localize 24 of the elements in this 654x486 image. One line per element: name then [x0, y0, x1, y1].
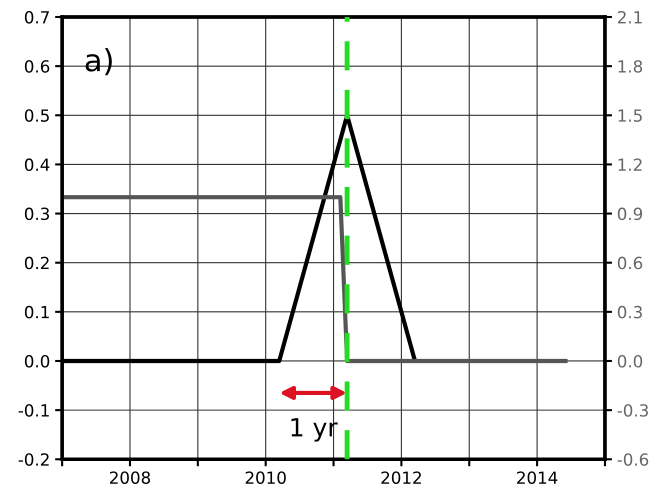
x-tick-label: 2008 [110, 471, 150, 484]
x-tick-label: 2014 [517, 471, 558, 484]
y2-tick-label: 0.9 [618, 208, 642, 220]
y-tick-label: 0.7 [24, 10, 49, 24]
x-tick-label: 2012 [381, 471, 421, 484]
y2-tick-label: -0.6 [618, 453, 648, 466]
y-tick-label: -0.1 [18, 404, 49, 417]
y-tick-label: 0.4 [24, 158, 50, 171]
y2-tick-label: 1.8 [618, 60, 642, 73]
y-tick-label: -0.2 [18, 453, 49, 466]
y-tick-label: 0.3 [24, 208, 49, 220]
y2-tick-label: 0.3 [618, 306, 642, 318]
y-tick-label: 0.0 [24, 354, 50, 368]
y2-tick-label: 2.1 [618, 10, 642, 24]
y-tick-label: 0.1 [24, 306, 49, 318]
y2-tick-label: 0.6 [618, 256, 642, 270]
y2-tick-label: 1.2 [618, 158, 642, 171]
y2-tick-label: 1.5 [618, 109, 642, 122]
y2-tick-label: -0.3 [618, 404, 648, 417]
y-tick-label: 0.5 [24, 109, 49, 122]
y-tick-label: 0.6 [24, 60, 50, 73]
y-tick-label: 0.2 [24, 256, 49, 270]
x-tick-label: 2010 [246, 471, 286, 484]
y2-tick-label: 0.0 [618, 354, 642, 368]
